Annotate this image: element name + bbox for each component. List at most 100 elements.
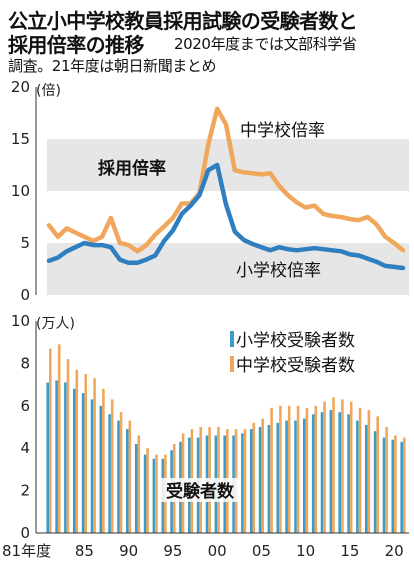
title-line-1: 公立小中学校教員採用試験の受験者数と xyxy=(8,9,358,33)
rate-y-tick: 15 xyxy=(11,130,30,148)
bar-junior-high xyxy=(296,405,300,533)
grid-band-1 xyxy=(47,139,409,191)
bar-elementary xyxy=(126,429,129,533)
legend-label-junior-high: 中学校受験者数 xyxy=(236,356,355,376)
rate-y-tick: 5 xyxy=(20,234,30,252)
bar-junior-high xyxy=(155,454,158,533)
bar-junior-high xyxy=(305,407,309,533)
bar-elementary xyxy=(382,437,386,533)
bar-junior-high xyxy=(332,397,335,533)
bar-junior-high xyxy=(279,405,282,533)
bar-elementary xyxy=(249,429,253,533)
bar-elementary xyxy=(258,427,262,533)
legend-swatch-junior-high xyxy=(230,356,234,372)
rate-chart-bands xyxy=(47,139,409,295)
bar-junior-high xyxy=(314,405,318,533)
bar-junior-high xyxy=(252,422,256,533)
bar-elementary xyxy=(373,431,377,533)
bar-elementary xyxy=(73,388,76,533)
rate-line-junior-high xyxy=(46,106,406,254)
x-tick-label: 85 xyxy=(75,542,94,560)
applicants-y-tick: 0 xyxy=(20,524,30,542)
legend-label-elementary: 小学校受験者数 xyxy=(236,331,355,351)
bar-elementary xyxy=(99,405,103,533)
bar-elementary xyxy=(294,420,297,533)
bar-junior-high xyxy=(57,344,61,533)
bar-junior-high xyxy=(243,429,247,533)
bar-junior-high xyxy=(394,435,397,533)
applicants-y-tick: 6 xyxy=(20,397,30,415)
x-tick-label: 15 xyxy=(340,542,359,560)
bar-junior-high xyxy=(102,388,105,533)
title-line-2: 採用倍率の推移 xyxy=(8,33,144,57)
rate-chart-y-axis: 0 5 10 15 20 xyxy=(11,78,37,304)
bar-junior-high xyxy=(49,348,52,533)
bar-junior-high xyxy=(128,420,132,533)
bar-elementary xyxy=(143,454,147,533)
bar-elementary xyxy=(81,393,85,533)
bar-elementary xyxy=(365,424,368,533)
bar-elementary xyxy=(64,382,67,533)
bar-junior-high xyxy=(287,405,291,533)
rate-chart-title: 採用倍率 xyxy=(98,158,166,179)
rate-y-tick: 20 xyxy=(11,78,30,96)
bar-elementary xyxy=(311,414,315,533)
applicants-unit-label: (万人) xyxy=(36,316,75,332)
bar-elementary xyxy=(391,439,395,533)
legend: 小学校受験者数 中学校受験者数 xyxy=(230,331,355,376)
bar-junior-high xyxy=(385,427,388,533)
bar-junior-high xyxy=(358,407,362,533)
bar-junior-high xyxy=(367,410,371,533)
bar-elementary xyxy=(356,420,359,533)
applicants-title-backdrop xyxy=(160,478,238,502)
bar-junior-high xyxy=(110,399,114,533)
bar-elementary xyxy=(285,420,288,533)
x-tick-label: 81年度 xyxy=(2,542,51,560)
elementary-rate-label: 小学校倍率 xyxy=(236,261,321,281)
rate-y-tick: 0 xyxy=(20,286,30,304)
bar-junior-high xyxy=(341,399,344,533)
x-tick-label: 90 xyxy=(119,542,138,560)
applicants-y-tick: 2 xyxy=(20,482,30,500)
bar-elementary xyxy=(117,420,120,533)
source-note-line-2: 調査。21年度は朝日新聞まとめ xyxy=(8,57,217,75)
bar-elementary xyxy=(55,380,58,533)
junior-high-rate-label: 中学校倍率 xyxy=(240,121,325,141)
source-note-line-1: 2020年度までは文部科学省 xyxy=(174,35,357,53)
bar-elementary xyxy=(320,412,324,533)
year-x-axis: 81年度 85 90 95 00 05 10 15 20 xyxy=(2,542,404,560)
bar-elementary xyxy=(108,414,111,533)
x-tick-label: 20 xyxy=(385,542,404,560)
bar-elementary xyxy=(90,399,94,533)
applicants-y-tick: 4 xyxy=(20,439,30,457)
bar-elementary xyxy=(46,382,49,533)
x-tick-label: 10 xyxy=(296,542,315,560)
rate-unit-label: (倍) xyxy=(36,83,61,99)
bar-junior-high xyxy=(84,374,87,533)
bar-elementary xyxy=(134,444,138,533)
bar-junior-high xyxy=(323,401,326,533)
bar-elementary xyxy=(338,412,341,533)
bar-elementary xyxy=(400,441,403,533)
legend-swatch-elementary xyxy=(230,331,234,347)
rate-chart-lines xyxy=(46,106,406,271)
rate-line-elementary xyxy=(46,162,406,271)
grid-band-0 xyxy=(47,243,409,295)
bar-junior-high xyxy=(376,416,379,533)
x-tick-label: 00 xyxy=(208,542,227,560)
bar-junior-high xyxy=(261,418,264,533)
applicants-y-tick: 10 xyxy=(11,312,30,330)
bar-junior-high xyxy=(66,359,70,533)
rate-y-tick: 10 xyxy=(11,182,30,200)
bar-junior-high xyxy=(119,412,123,533)
bar-elementary xyxy=(152,458,156,533)
bar-junior-high xyxy=(270,407,273,533)
x-tick-label: 95 xyxy=(163,542,182,560)
bar-junior-high xyxy=(146,448,149,533)
applicants-chart-title: 受験者数 xyxy=(166,481,235,502)
bar-elementary xyxy=(303,418,306,533)
bar-junior-high xyxy=(403,437,406,533)
bar-junior-high xyxy=(93,378,96,533)
bar-elementary xyxy=(276,422,280,533)
bar-elementary xyxy=(267,424,271,533)
